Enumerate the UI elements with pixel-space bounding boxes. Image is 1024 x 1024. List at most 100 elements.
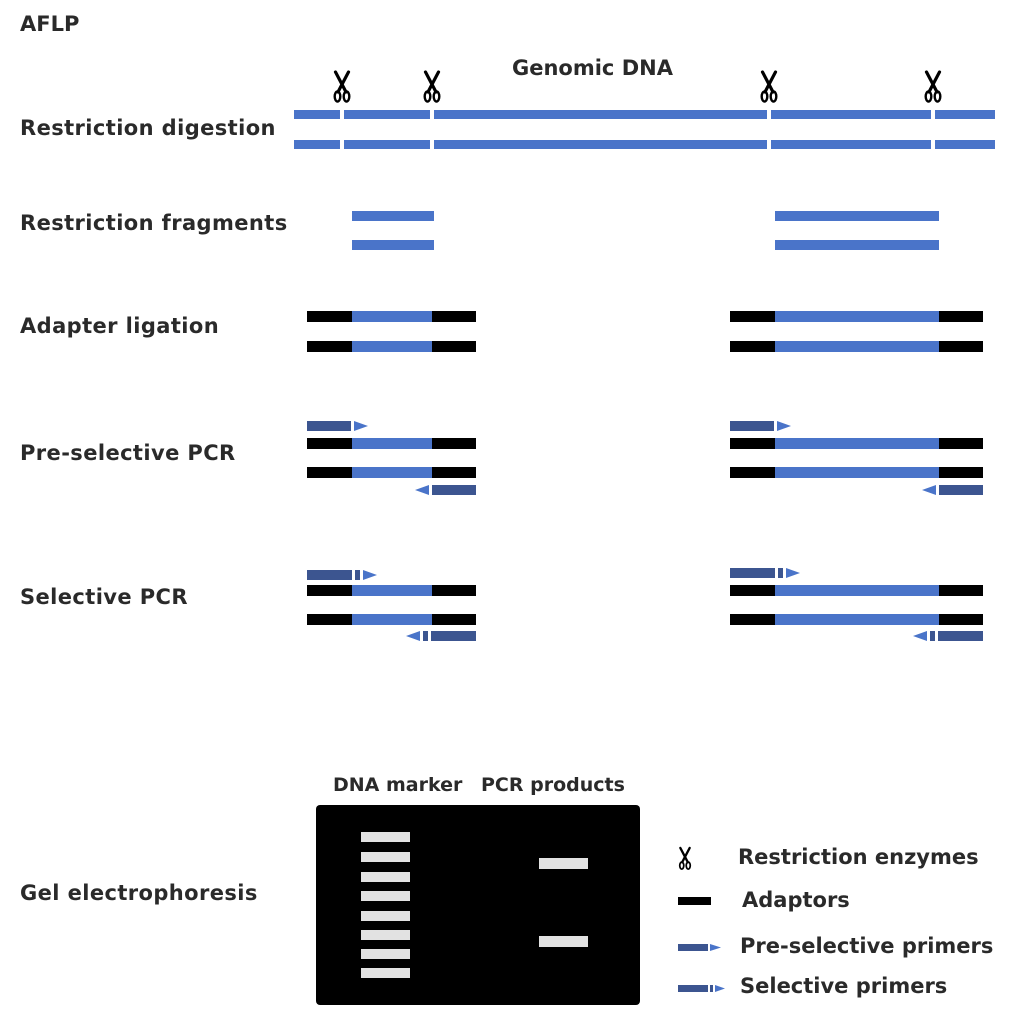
step-label-digestion: Restriction digestion bbox=[20, 116, 276, 140]
adaptor bbox=[432, 341, 476, 352]
primer-arrow bbox=[710, 944, 721, 951]
legend-label-selective-primers: Selective primers bbox=[740, 974, 948, 998]
fragment-strand bbox=[352, 438, 432, 449]
adaptor bbox=[307, 438, 352, 449]
restriction-fragments bbox=[352, 211, 939, 250]
preselective-primer bbox=[939, 485, 983, 495]
adapter-ligation bbox=[307, 311, 983, 352]
product-band bbox=[539, 858, 588, 869]
primer-arrow bbox=[363, 570, 377, 580]
marker-band bbox=[361, 852, 410, 862]
dna-segment bbox=[344, 140, 430, 149]
primer-arrow bbox=[415, 485, 429, 495]
adaptor bbox=[730, 614, 775, 625]
adaptor bbox=[432, 311, 476, 322]
primer-arrow bbox=[406, 631, 420, 641]
preselective-primer bbox=[307, 421, 351, 431]
preselective-primer bbox=[432, 485, 476, 495]
fragment-strand bbox=[352, 585, 432, 596]
step-label-gel: Gel electrophoresis bbox=[20, 881, 258, 905]
adaptor bbox=[939, 311, 983, 322]
scissors-icon bbox=[924, 70, 942, 104]
genomic-dna bbox=[294, 110, 995, 149]
scissors-icon bbox=[333, 70, 351, 104]
step-label-ligation: Adapter ligation bbox=[20, 314, 220, 338]
product-band bbox=[539, 936, 588, 947]
adaptor bbox=[730, 438, 775, 449]
primer-arrow bbox=[922, 485, 936, 495]
scissors-icon bbox=[423, 70, 441, 104]
adaptor bbox=[432, 614, 476, 625]
legend bbox=[678, 846, 725, 992]
preselective-primer bbox=[730, 421, 774, 431]
fragment-strand bbox=[352, 311, 432, 322]
fragment-strand bbox=[352, 467, 432, 478]
adaptor bbox=[939, 438, 983, 449]
adaptor bbox=[939, 467, 983, 478]
scissors-icon bbox=[760, 70, 778, 104]
adaptor bbox=[939, 341, 983, 352]
dna-segment bbox=[935, 140, 995, 149]
fragment-strand bbox=[352, 614, 432, 625]
step-label-preselective: Pre-selective PCR bbox=[20, 441, 236, 465]
adaptor bbox=[432, 467, 476, 478]
marker-band bbox=[361, 930, 410, 940]
marker-band bbox=[361, 911, 410, 921]
dna-segment bbox=[935, 110, 995, 119]
gel-products-label: PCR products bbox=[481, 774, 625, 796]
adaptor bbox=[307, 614, 352, 625]
fragment-strand bbox=[352, 240, 434, 250]
marker-band bbox=[361, 968, 410, 978]
selective-primer-tip bbox=[778, 568, 783, 578]
selective-primer bbox=[431, 631, 476, 641]
fragment-strand bbox=[775, 614, 939, 625]
step-label-selective: Selective PCR bbox=[20, 585, 188, 609]
selective-primer bbox=[938, 631, 983, 641]
selective-primer-tip bbox=[355, 570, 360, 580]
fragment-strand bbox=[775, 240, 939, 250]
dna-segment bbox=[434, 110, 767, 119]
dna-segment bbox=[344, 110, 430, 119]
adaptor bbox=[307, 467, 352, 478]
primer-arrow bbox=[715, 985, 725, 992]
step-label-fragments: Restriction fragments bbox=[20, 211, 288, 235]
adaptor bbox=[307, 341, 352, 352]
marker-band bbox=[361, 872, 410, 882]
selective-primer-tip bbox=[423, 631, 428, 641]
marker-band bbox=[361, 832, 410, 842]
adaptor bbox=[939, 614, 983, 625]
fragment-strand bbox=[775, 341, 939, 352]
primer-arrow bbox=[777, 421, 791, 431]
fragment-strand bbox=[775, 467, 939, 478]
selective-primer-tip bbox=[930, 631, 935, 641]
adaptor bbox=[432, 438, 476, 449]
fragment-strand bbox=[775, 585, 939, 596]
gel-electrophoresis bbox=[316, 805, 640, 1005]
dna-segment bbox=[294, 140, 340, 149]
preselective-pcr bbox=[307, 421, 983, 495]
dna-segment bbox=[434, 140, 767, 149]
marker-band bbox=[361, 891, 410, 901]
fragment-strand bbox=[352, 341, 432, 352]
adaptor bbox=[730, 341, 775, 352]
adaptor bbox=[730, 585, 775, 596]
selective-pcr bbox=[307, 568, 983, 641]
primer-arrow bbox=[913, 631, 927, 641]
selective-primer bbox=[730, 568, 775, 578]
adaptor bbox=[939, 585, 983, 596]
marker-band bbox=[361, 949, 410, 959]
adaptor bbox=[730, 467, 775, 478]
legend-label-preselective-primers: Pre-selective primers bbox=[740, 934, 994, 958]
adaptor bbox=[307, 311, 352, 322]
fragment-strand bbox=[352, 211, 434, 221]
adaptor bbox=[307, 585, 352, 596]
dna-segment bbox=[294, 110, 340, 119]
adaptor bbox=[730, 311, 775, 322]
genomic-dna-label: Genomic DNA bbox=[512, 56, 673, 80]
dna-segment bbox=[771, 110, 931, 119]
selective-primer-tip bbox=[710, 985, 713, 992]
dna-segment bbox=[771, 140, 931, 149]
diagram-title: AFLP bbox=[20, 12, 80, 36]
primer-arrow bbox=[354, 421, 368, 431]
gel-marker-label: DNA marker bbox=[333, 774, 463, 796]
